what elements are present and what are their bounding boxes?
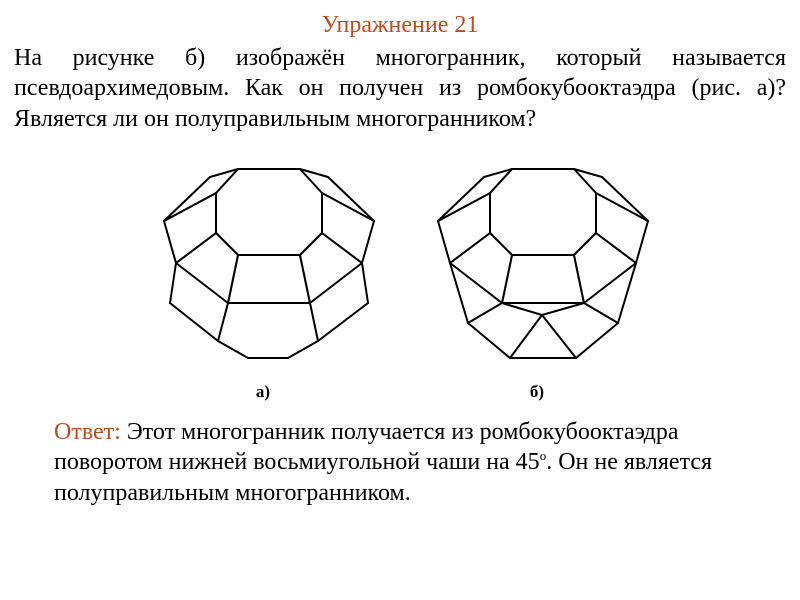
polyhedron-b-svg [422, 153, 652, 373]
figures-row: а) б) [14, 153, 786, 403]
exercise-title: Упражнение 21 [14, 10, 786, 41]
figure-a-label: а) [256, 381, 270, 403]
figure-b: б) [422, 153, 652, 403]
polyhedron-a-svg [148, 153, 378, 373]
answer-block: Ответ: Этот многогранник получается из р… [14, 411, 786, 509]
figure-a: а) [148, 153, 378, 403]
answer-label: Ответ: [54, 419, 121, 445]
problem-text: На рисунке б) изображён многогранник, ко… [14, 43, 786, 135]
figure-b-label: б) [530, 381, 544, 403]
